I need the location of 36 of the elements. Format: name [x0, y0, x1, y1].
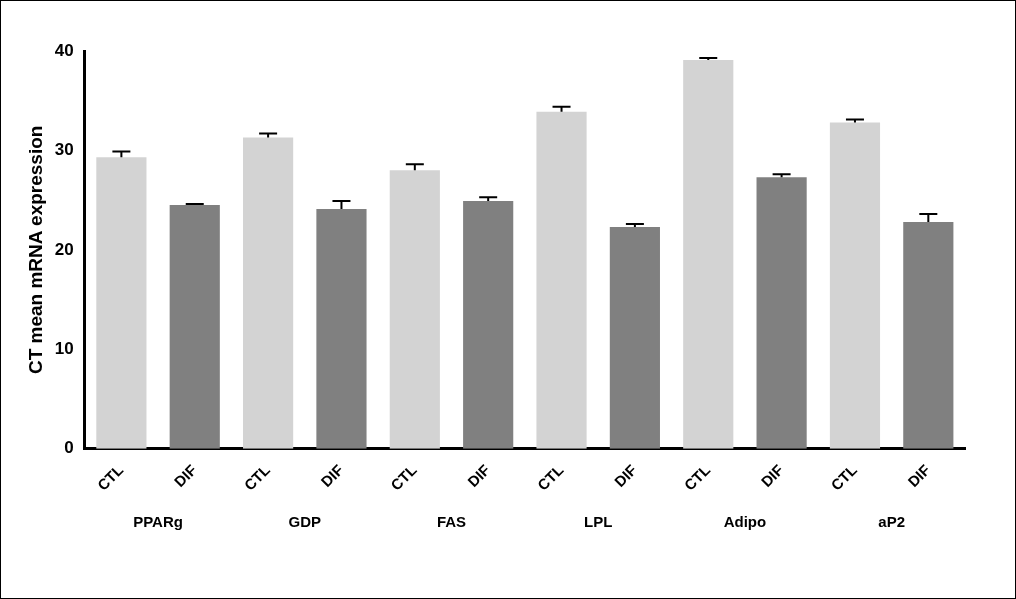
- bar: [316, 209, 367, 449]
- y-tick-label: 40: [54, 40, 74, 60]
- y-tick-label: 10: [54, 338, 74, 358]
- x-tick-label: CTL: [827, 461, 861, 494]
- x-tick-label: CTL: [240, 461, 274, 494]
- x-tick-label: CTL: [680, 461, 714, 494]
- y-tick-label: 20: [54, 239, 74, 259]
- x-tick-label: DIF: [464, 461, 494, 491]
- bar: [903, 221, 954, 449]
- bar: [389, 170, 440, 449]
- x-tick-label: DIF: [904, 461, 934, 491]
- text: LPL: [584, 513, 613, 531]
- bar: [243, 137, 294, 449]
- x-tick-label: DIF: [317, 461, 347, 491]
- text: GDP: [288, 513, 322, 531]
- bar: [169, 205, 220, 449]
- x-tick-label: DIF: [757, 461, 787, 491]
- text: PPARg: [133, 513, 183, 531]
- y-tick-label: 0: [64, 438, 74, 458]
- text: aP2: [878, 513, 905, 531]
- bar: [463, 201, 514, 449]
- bar: [96, 157, 147, 449]
- bar: [536, 111, 587, 449]
- bar: [756, 177, 807, 449]
- x-tick-label: CTL: [387, 461, 420, 494]
- y-tick-label: 30: [54, 140, 74, 160]
- x-tick-label: DIF: [170, 461, 200, 491]
- x-tick-label: CTL: [93, 461, 127, 494]
- bar: [829, 122, 881, 449]
- bar: [683, 59, 734, 449]
- text: FAS: [436, 513, 467, 531]
- text: Adipo: [723, 513, 767, 531]
- x-tick-label: CTL: [533, 461, 567, 494]
- y-axis-title: CT mean mRNA expression: [24, 125, 46, 375]
- bar: [609, 226, 660, 449]
- x-tick-label: DIF: [610, 461, 640, 491]
